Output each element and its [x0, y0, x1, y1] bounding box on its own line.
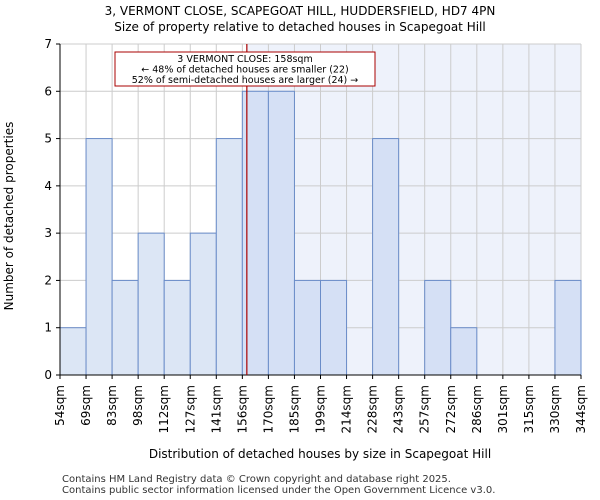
- x-tick-label: 156sqm: [235, 385, 249, 433]
- y-tick-label: 5: [44, 132, 52, 146]
- annotation-line1: 3 VERMONT CLOSE: 158sqm: [177, 54, 312, 65]
- bar: [320, 279, 348, 376]
- bar: [189, 232, 217, 376]
- x-tick-label: 315sqm: [522, 385, 536, 433]
- x-tick-label: 69sqm: [79, 385, 93, 426]
- x-tick-label: 272sqm: [444, 385, 458, 433]
- bar: [372, 138, 400, 376]
- bar: [215, 138, 243, 376]
- y-tick-label: 6: [44, 84, 52, 98]
- y-tick-label: 2: [44, 273, 52, 287]
- y-tick-label: 3: [44, 226, 52, 240]
- chart-title-line1: 3, VERMONT CLOSE, SCAPEGOAT HILL, HUDDER…: [105, 4, 496, 18]
- x-tick-label: 170sqm: [261, 385, 275, 433]
- x-axis-label: Distribution of detached houses by size …: [149, 447, 491, 461]
- y-tick-label: 4: [44, 179, 52, 193]
- y-axis-label: Number of detached properties: [2, 122, 16, 311]
- annotation-line3: 52% of semi-detached houses are larger (…: [132, 75, 359, 86]
- y-tick-label: 1: [44, 321, 52, 335]
- footer-line2: Contains public sector information licen…: [62, 485, 496, 496]
- x-tick-label: 286sqm: [470, 385, 484, 433]
- x-tick-label: 243sqm: [392, 385, 406, 433]
- x-tick-label: 228sqm: [366, 385, 380, 433]
- x-tick-label: 214sqm: [340, 385, 354, 433]
- bar: [137, 232, 165, 376]
- x-tick-label: 330sqm: [548, 385, 562, 433]
- x-tick-label: 199sqm: [314, 385, 328, 433]
- x-tick-label: 98sqm: [131, 385, 145, 426]
- y-tick-label: 0: [44, 368, 52, 382]
- chart-title-line2: Size of property relative to detached ho…: [114, 20, 485, 34]
- bar: [163, 279, 191, 376]
- x-tick-label: 127sqm: [183, 385, 197, 433]
- x-tick-label: 257sqm: [418, 385, 432, 433]
- x-tick-label: 83sqm: [105, 385, 119, 426]
- bar: [450, 327, 478, 376]
- bar: [293, 279, 322, 376]
- x-tick-label: 185sqm: [287, 385, 301, 433]
- bar: [267, 90, 295, 376]
- bar: [111, 279, 139, 376]
- x-tick-label: 141sqm: [209, 385, 223, 433]
- x-tick-label: 112sqm: [157, 385, 171, 433]
- y-tick-label: 7: [44, 37, 52, 51]
- annotation-box: [114, 51, 376, 87]
- bar: [424, 279, 452, 376]
- bar: [59, 327, 87, 376]
- bar: [554, 279, 582, 376]
- x-tick-label: 301sqm: [496, 385, 510, 433]
- footer-line1: Contains HM Land Registry data © Crown c…: [62, 474, 451, 485]
- x-tick-label: 344sqm: [574, 385, 588, 433]
- annotation-line2: ← 48% of detached houses are smaller (22…: [141, 65, 348, 76]
- x-tick-label: 54sqm: [53, 385, 67, 426]
- bar: [85, 138, 113, 376]
